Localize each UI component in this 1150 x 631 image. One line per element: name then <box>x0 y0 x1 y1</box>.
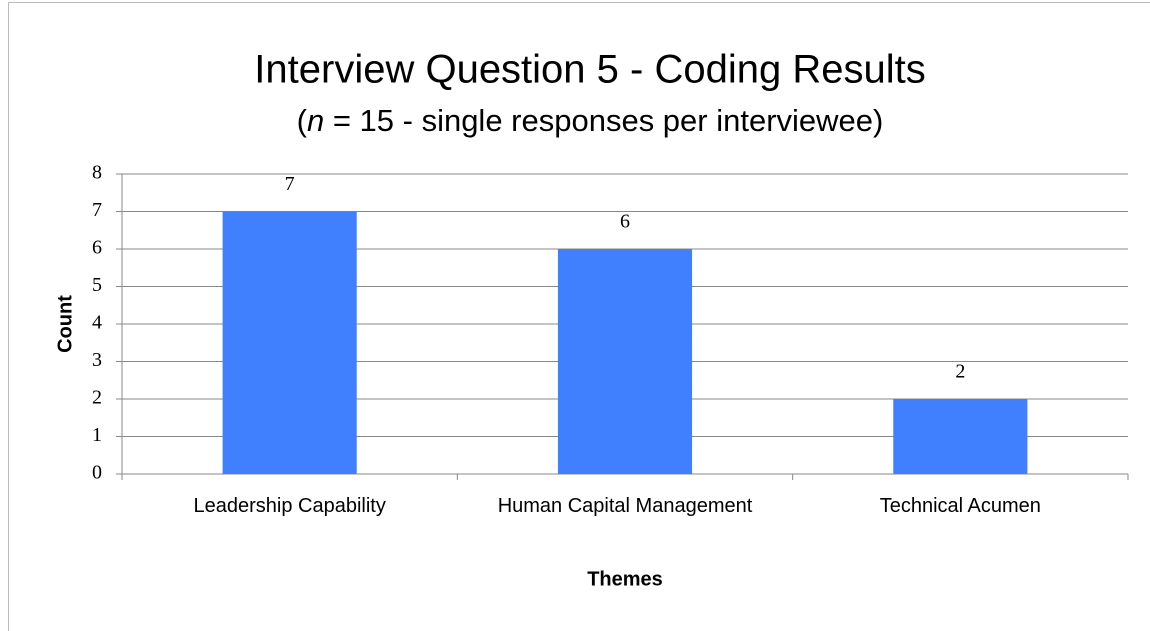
x-tick-label: Leadership Capability <box>193 495 386 517</box>
y-axis-title: Count <box>54 295 76 353</box>
chart-subtitle: (n = 15 - single responses per interview… <box>297 103 884 138</box>
x-axis-title: Themes <box>587 568 663 590</box>
chart-title: Interview Question 5 - Coding Results <box>254 48 925 92</box>
value-label: 6 <box>620 211 630 233</box>
x-tick-label: Technical Acumen <box>879 495 1041 517</box>
y-tick-label: 1 <box>92 424 102 446</box>
subtitle-part: n <box>307 103 324 138</box>
bar <box>893 399 1028 474</box>
y-tick-label: 0 <box>92 462 102 484</box>
bar <box>222 211 357 474</box>
bar <box>557 249 693 474</box>
value-label: 2 <box>955 361 965 383</box>
y-tick-label: 5 <box>92 274 102 296</box>
y-tick-label: 6 <box>92 237 102 259</box>
y-tick-label: 2 <box>92 387 102 409</box>
subtitle-part: ( <box>297 103 308 138</box>
subtitle-part: = 15 - single responses per interviewee) <box>324 103 883 138</box>
y-tick-label: 8 <box>92 162 102 184</box>
y-tick-label: 7 <box>92 199 102 221</box>
y-tick-label: 4 <box>92 312 102 334</box>
y-tick-label: 3 <box>92 349 102 371</box>
value-label: 7 <box>285 173 295 195</box>
x-tick-label: Human Capital Management <box>497 495 753 517</box>
